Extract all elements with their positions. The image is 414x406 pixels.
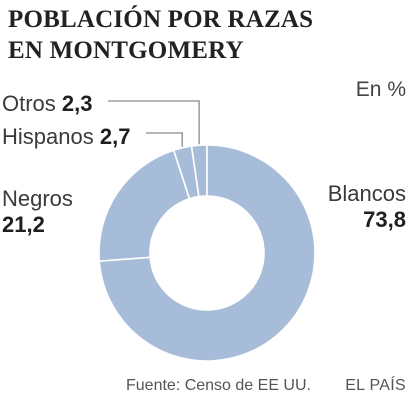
credit-label: EL PAÍS: [345, 377, 406, 394]
slice-label-otros-value: 2,3: [61, 91, 93, 116]
donut-slice-hispanos: [172, 145, 200, 200]
leader-lines: [108, 100, 200, 147]
leader-line-hispanos: [146, 132, 183, 147]
donut-slice-blancos: [98, 144, 316, 362]
slice-label-hispanos-value: 2,7: [99, 124, 131, 149]
chart-title: POBLACIÓN POR RAZAS EN MONTGOMERY: [8, 4, 313, 66]
slice-label-negros: Negros 21,2: [2, 186, 73, 238]
slice-label-hispanos: Hispanos 2,7: [2, 124, 130, 150]
leader-line-otros: [108, 100, 200, 145]
slice-label-blancos-value: 73,8: [363, 207, 406, 232]
slice-label-negros-name: Negros: [2, 186, 73, 211]
chart-title-line-1: POBLACIÓN POR RAZAS: [8, 6, 314, 33]
slice-label-blancos-name: Blancos: [327, 181, 406, 206]
unit-label: En %: [355, 78, 406, 101]
slice-label-blancos: Blancos 73,8: [328, 181, 406, 233]
slice-label-otros: Otros 2,3: [2, 91, 93, 117]
slice-label-otros-name: Otros: [2, 91, 56, 116]
slice-label-negros-value: 21,2: [2, 212, 45, 237]
slice-label-hispanos-name: Hispanos: [2, 124, 94, 149]
chart-title-line-2: EN MONTGOMERY: [8, 37, 244, 64]
donut-slices: [98, 144, 316, 362]
donut-slice-negros: [98, 149, 191, 262]
source-note: Fuente: Censo de EE UU.: [126, 377, 311, 394]
